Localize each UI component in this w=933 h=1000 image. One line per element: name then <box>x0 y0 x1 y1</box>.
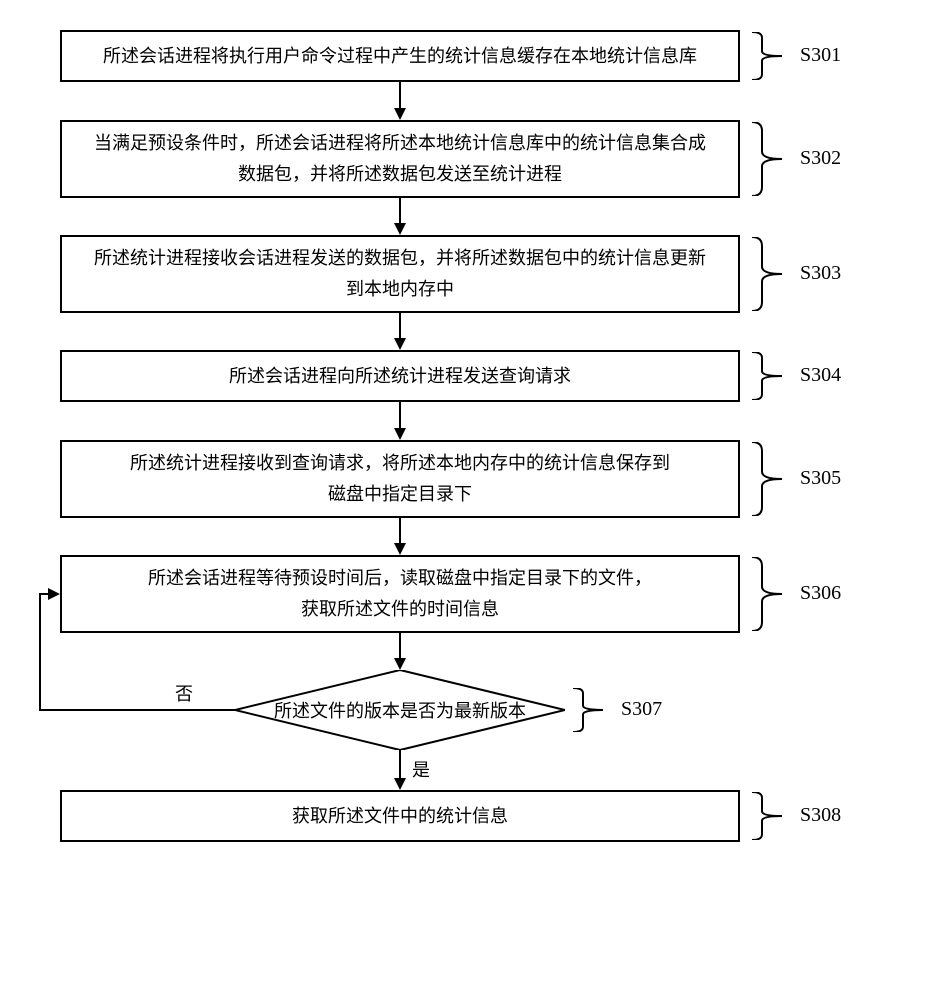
edge-label-no: 否 <box>175 680 193 706</box>
step-box-s308: 获取所述文件中的统计信息 <box>60 790 740 842</box>
edge-label-yes: 是 <box>412 756 430 782</box>
step-box-s304: 所述会话进程向所述统计进程发送查询请求 <box>60 350 740 402</box>
step-box-s301: 所述会话进程将执行用户命令过程中产生的统计信息缓存在本地统计信息库 <box>60 30 740 82</box>
edge-no <box>30 584 245 720</box>
step-box-s302: 当满足预设条件时，所述会话进程将所述本地统计信息库中的统计信息集合成数据包，并将… <box>60 120 740 198</box>
step-label-s302: S302 <box>800 147 841 170</box>
step-label-s305: S305 <box>800 467 841 490</box>
step-label-s307: S307 <box>621 698 662 721</box>
step-label-s303: S303 <box>800 262 841 285</box>
step-label-s308: S308 <box>800 804 841 827</box>
decision-s307: 所述文件的版本是否为最新版本 <box>235 670 565 750</box>
step-box-s305: 所述统计进程接收到查询请求，将所述本地内存中的统计信息保存到磁盘中指定目录下 <box>60 440 740 518</box>
step-label-s301: S301 <box>800 44 841 67</box>
step-label-s306: S306 <box>800 582 841 605</box>
step-label-s304: S304 <box>800 364 841 387</box>
step-box-s303: 所述统计进程接收会话进程发送的数据包，并将所述数据包中的统计信息更新到本地内存中 <box>60 235 740 313</box>
